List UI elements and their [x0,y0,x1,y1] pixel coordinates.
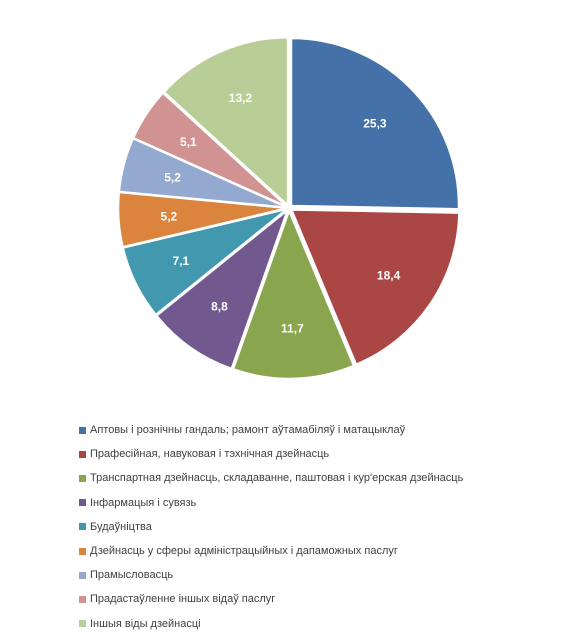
legend-item-1: Аптовы і рознічны гандаль; рамонт аўтама… [79,418,463,442]
pie-slice-9 [163,37,289,207]
legend-item-4: Інфармацыя і сувязь [79,491,463,515]
pie-slice-5 [122,208,287,316]
pie-slices [117,37,460,380]
legend-item-5: Будаўніцтва [79,515,463,539]
legend-label: Прафесійная, навуковая і тэхнічная дзейн… [90,448,330,461]
legend-label: Будаўніцтва [90,520,152,533]
pie-slice-1 [290,37,460,210]
slice-value-label-8: 5,1 [180,135,197,149]
slice-value-label-6: 5,2 [161,209,178,223]
legend-item-6: Дзейнасць у сферы адміністрацыйных і дап… [79,539,463,563]
legend-item-3: Транспартная дзейнасць, складаванне, паш… [79,466,463,490]
slice-value-label-2: 18,4 [377,269,401,283]
legend-swatch [79,620,86,628]
slice-value-label-4: 8,8 [211,299,228,313]
legend-label: Інфармацыя і сувязь [90,496,197,509]
legend-swatch [79,523,86,531]
legend-item-8: Прадастаўленне іншых відаў паслуг [79,587,463,611]
legend-swatch [79,571,86,579]
slice-value-label-3: 11,7 [281,321,304,335]
pie-slice-7 [118,137,286,208]
pie-slice-8 [132,92,287,207]
legend-label: Іншыя віды дзейнасці [90,617,201,630]
legend-swatch [79,595,86,603]
chart-legend: Аптовы і рознічны гандаль; рамонт аўтама… [79,418,463,636]
legend-swatch [79,547,86,555]
pie-slice-3 [232,209,355,380]
legend-item-2: Прафесійная, навуковая і тэхнічная дзейн… [79,442,463,466]
legend-swatch [79,474,86,482]
legend-label: Дзейнасць у сферы адміністрацыйных і дап… [90,545,398,558]
legend-swatch [79,450,86,458]
legend-item-9: Іншыя віды дзейнасці [79,612,463,636]
slice-value-label-9: 13,2 [229,91,253,105]
legend-label: Прадастаўленне іншых відаў паслуг [90,593,276,606]
slice-value-label-5: 7,1 [173,254,190,268]
legend-item-7: Прамысловасць [79,563,463,587]
slice-value-label-7: 5,2 [164,170,181,184]
slice-value-label-1: 25,3 [363,117,387,131]
legend-label: Транспартная дзейнасць, складаванне, паш… [90,472,464,485]
pie-data-labels: 25,3 18,4 11,7 8,8 7,1 5,2 5,2 5,1 13,2 [161,91,401,336]
pie-slice-4 [155,208,289,370]
pie-slice-6 [117,191,286,248]
legend-swatch [79,426,86,434]
pie-chart: 25,3 18,4 11,7 8,8 7,1 5,2 5,2 5,1 13,2 [117,37,460,380]
legend-label: Прамысловасць [90,569,174,582]
legend-swatch [79,499,86,507]
pie-slice-2 [290,209,460,366]
legend-label: Аптовы і рознічны гандаль; рамонт аўтама… [90,424,406,437]
